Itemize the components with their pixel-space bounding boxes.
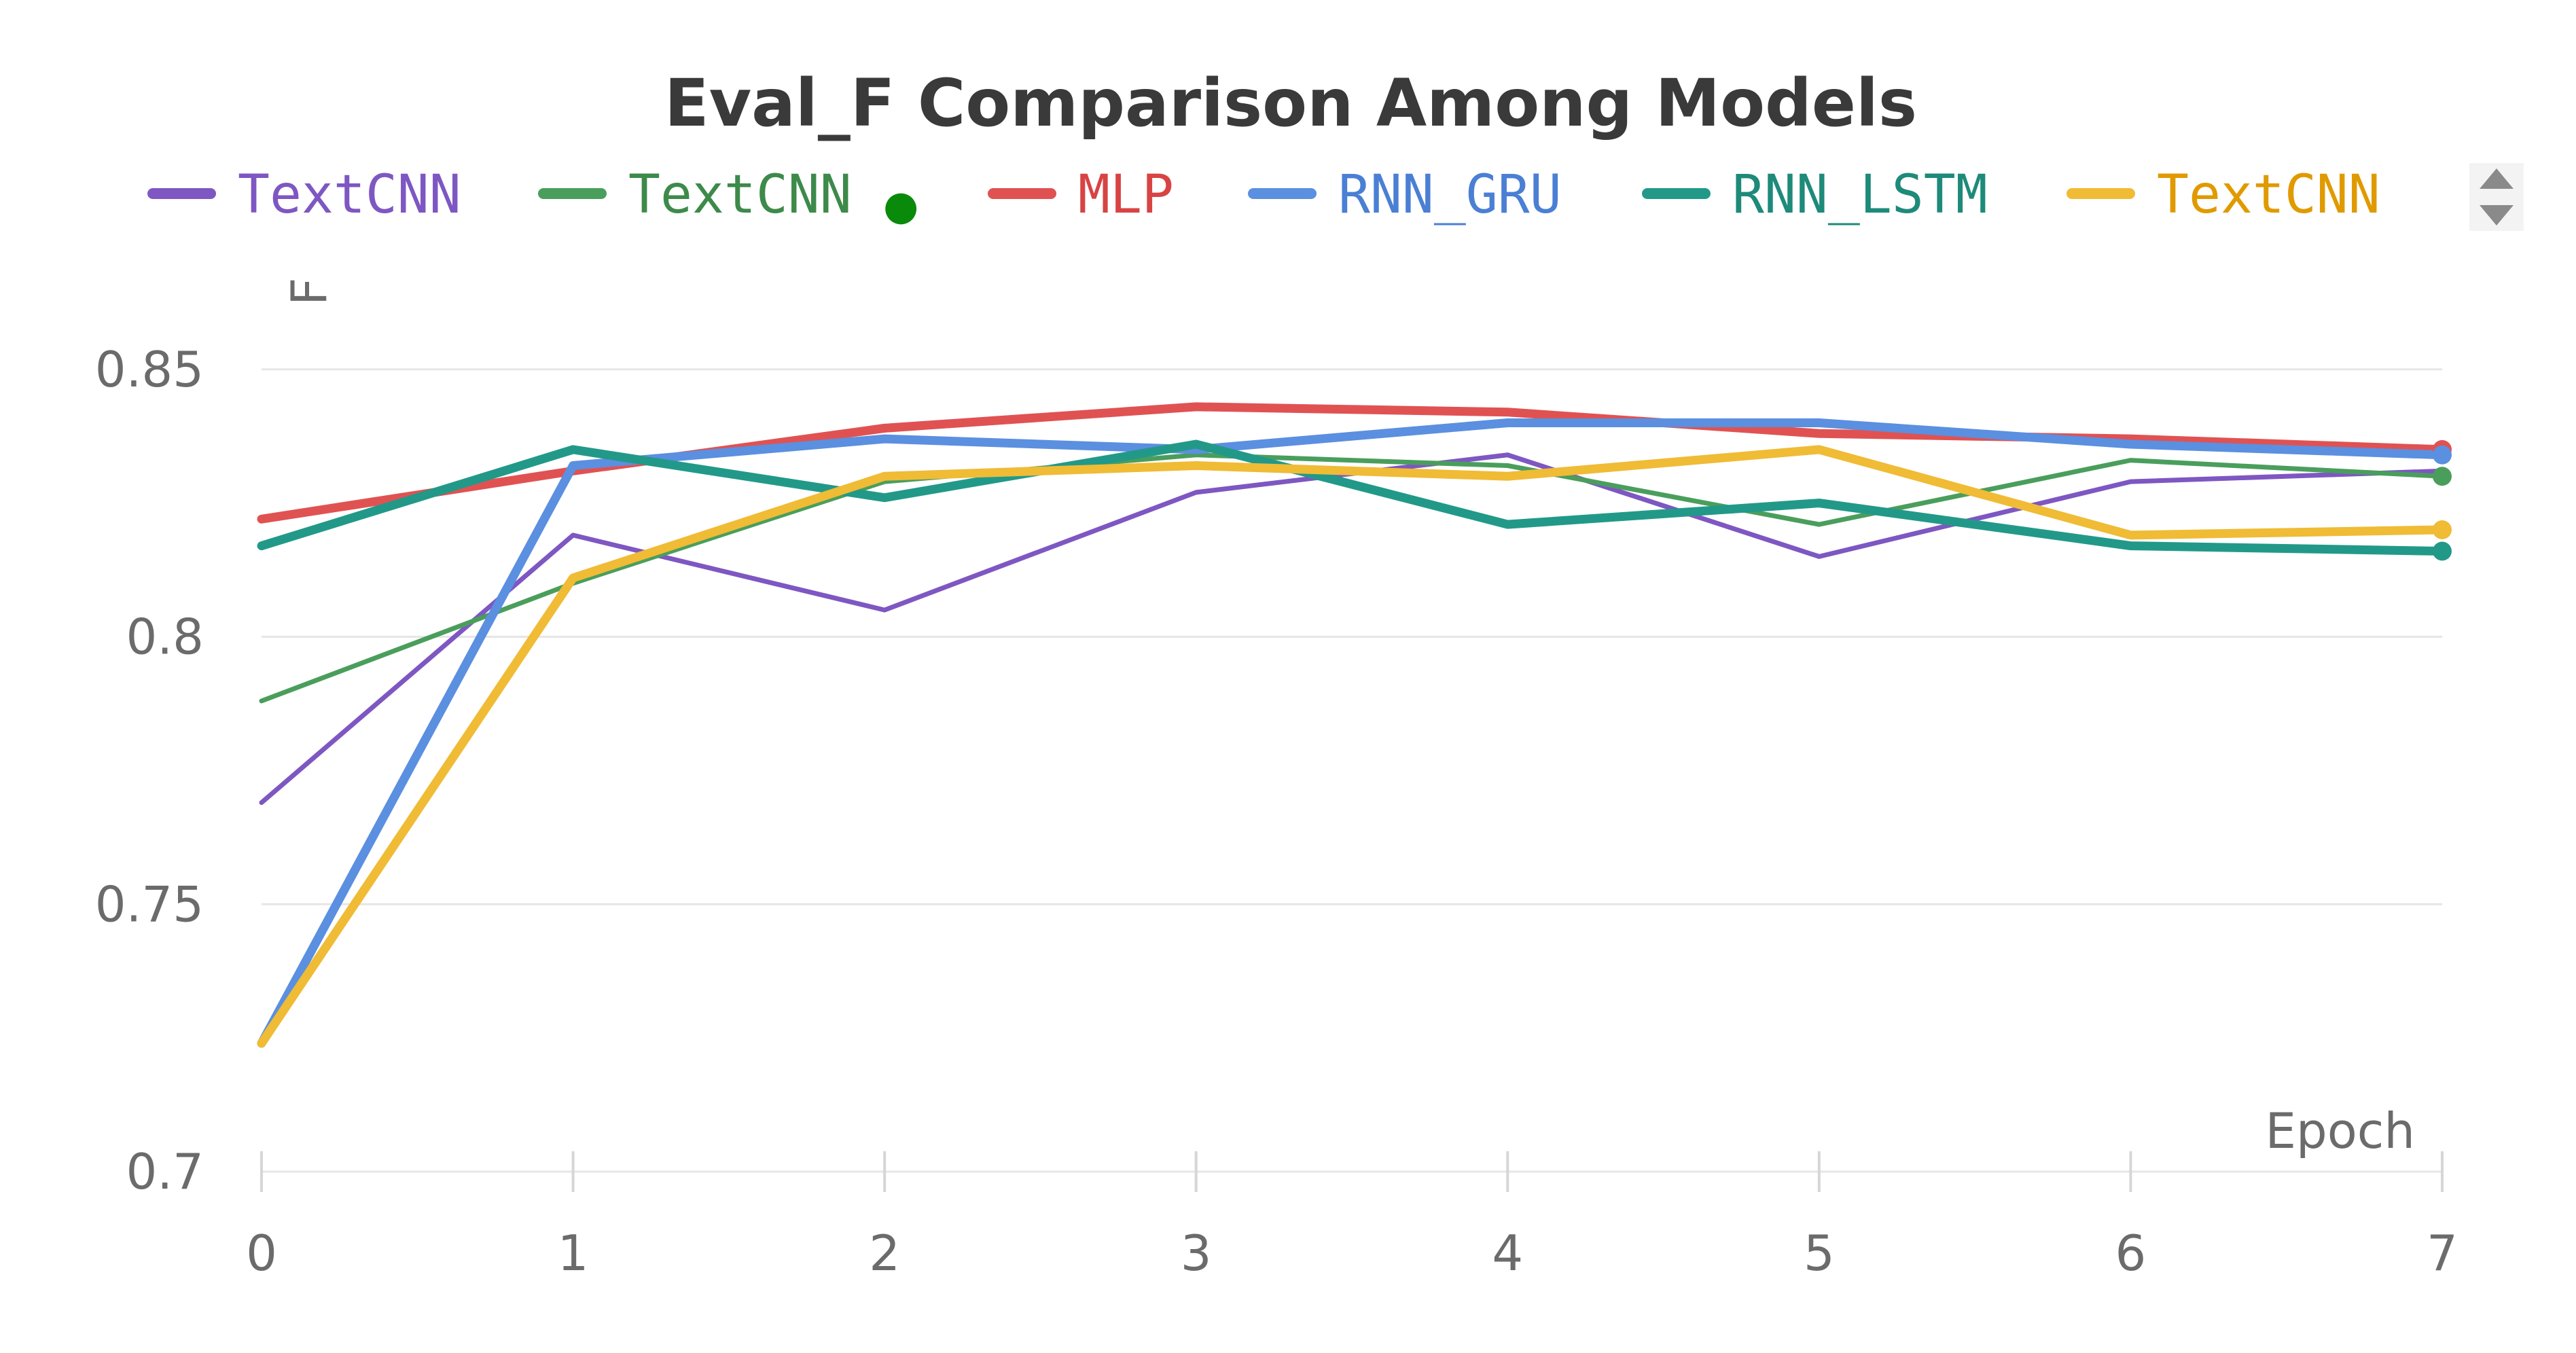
legend-label: TextCNN xyxy=(238,164,461,226)
legend-item[interactable]: TextCNN ● xyxy=(538,164,918,230)
x-tick-label: 5 xyxy=(1804,1225,1835,1282)
x-tick-label: 6 xyxy=(2115,1225,2147,1282)
legend-item[interactable]: TextCNN xyxy=(2067,164,2380,226)
legend-label: MLP xyxy=(1078,164,1174,226)
y-tick-label: 0.85 xyxy=(95,341,204,398)
x-tick-label: 1 xyxy=(558,1225,589,1282)
grid xyxy=(262,368,2442,1173)
legend-marker: ● xyxy=(883,182,918,230)
plot-area xyxy=(257,402,2452,1048)
series-line xyxy=(257,439,2447,556)
legend-label: RNN_LSTM xyxy=(1732,164,1988,226)
legend-label: TextCNN xyxy=(628,164,852,226)
series-end-point xyxy=(2433,541,2452,561)
legend-item[interactable]: RNN_LSTM xyxy=(1642,164,1988,226)
series-line xyxy=(259,452,2445,806)
series-end-point xyxy=(2433,520,2452,539)
x-tick-label: 3 xyxy=(1181,1225,1212,1282)
x-tick-label: 7 xyxy=(2427,1225,2458,1282)
legend-item[interactable]: TextCNN xyxy=(147,164,461,226)
y-axis-label: F xyxy=(281,278,338,306)
x-tick-label: 2 xyxy=(869,1225,900,1282)
scroll-down-icon[interactable] xyxy=(2480,205,2514,226)
series-line xyxy=(257,418,2447,1048)
x-tick-label: 4 xyxy=(1492,1225,1523,1282)
x-axis-label: Epoch xyxy=(2266,1102,2415,1159)
axes: 0.7 0.75 0.8 0.85 0 1 2 3 4 5 6 7 xyxy=(95,341,2458,1282)
chart-title: Eval_F Comparison Among Models xyxy=(664,65,1917,141)
series-line xyxy=(257,445,2447,1048)
legend: TextCNN TextCNN ● MLP RNN_GRU RNN_LSTM TextCNN xyxy=(147,164,2380,230)
legend-scroll[interactable] xyxy=(2469,163,2524,231)
legend-label: RNN_GRU xyxy=(1338,164,1562,226)
series-line xyxy=(259,452,2445,704)
scroll-up-icon[interactable] xyxy=(2480,168,2514,189)
legend-item[interactable]: MLP xyxy=(988,164,1174,226)
y-tick-label: 0.8 xyxy=(126,609,204,666)
legend-item[interactable]: RNN_GRU xyxy=(1248,164,1562,226)
y-tick-label: 0.75 xyxy=(95,876,204,933)
legend-label: TextCNN xyxy=(2157,164,2380,226)
series-end-point xyxy=(2433,445,2452,465)
x-tick-label: 0 xyxy=(246,1225,277,1282)
y-tick-label: 0.7 xyxy=(126,1143,204,1200)
series-end-point xyxy=(2433,467,2452,486)
